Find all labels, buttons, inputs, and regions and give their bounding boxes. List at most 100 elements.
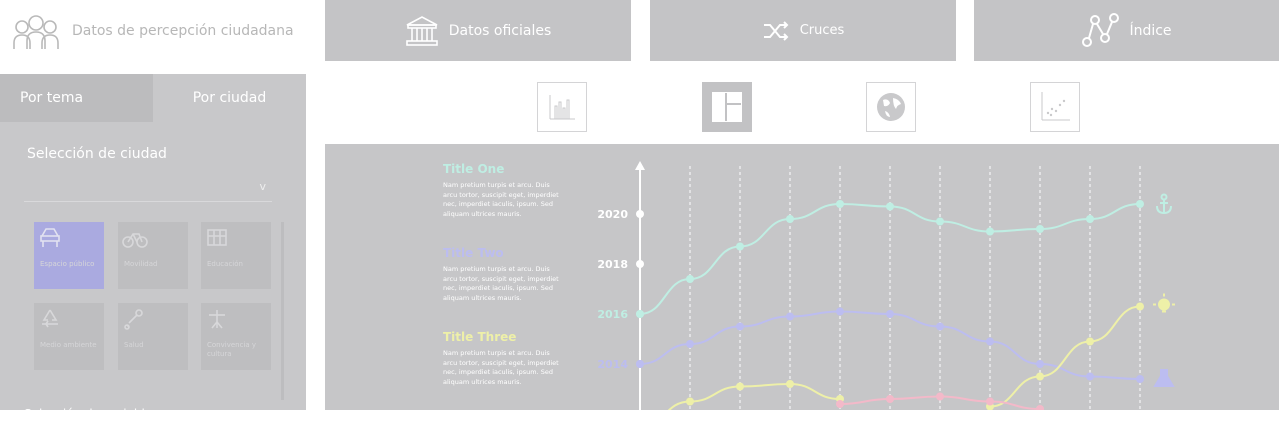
shuffle-icon [763, 20, 789, 41]
data-point [1086, 215, 1094, 223]
data-point [786, 312, 794, 321]
tile-convivencia[interactable]: Convivencia y cultura [201, 303, 271, 370]
data-point [686, 275, 694, 283]
info-text: Nam pretium turpis et arcu. Duis arcu to… [443, 349, 559, 386]
data-point [1036, 225, 1044, 233]
data-point [736, 322, 744, 331]
graph-nodes-icon [1082, 12, 1120, 47]
view-map-button[interactable] [866, 82, 916, 132]
city-select[interactable]: v [24, 172, 272, 202]
sidebar-scrollbar[interactable] [281, 222, 284, 400]
people-icon [209, 310, 225, 329]
nav-tab-cruces[interactable]: Cruces [650, 0, 956, 61]
layout-icon [712, 92, 742, 122]
tab-por-tema[interactable]: Por tema [0, 74, 153, 122]
data-point [936, 392, 944, 401]
data-point [686, 397, 694, 406]
people-icon [13, 15, 59, 49]
nav-tab-datos-oficiales[interactable]: Datos oficiales [325, 0, 631, 61]
line-chart: 2020 2018 2016 2014 [597, 161, 1175, 410]
info-block: Title Two Nam pretium turpis et arcu. Du… [443, 246, 563, 303]
view-scatter-button[interactable] [1030, 82, 1080, 132]
info-title: Title One [443, 162, 505, 176]
series-line [989, 305, 1141, 408]
data-point [636, 360, 644, 368]
globe-icon [877, 93, 905, 121]
info-block: Title Three Nam pretium turpis et arcu. … [443, 330, 563, 387]
data-point [986, 397, 994, 406]
info-text: Nam pretium turpis et arcu. Duis arcu to… [443, 265, 559, 302]
tile-salud[interactable]: Salud [118, 303, 188, 370]
data-point [986, 337, 994, 346]
data-point [936, 217, 944, 226]
tile-educacion[interactable]: Educación [201, 222, 271, 289]
recycle-icon [42, 309, 58, 328]
info-title: Title Two [443, 246, 504, 260]
data-point [786, 215, 794, 223]
view-layout-button[interactable] [702, 82, 752, 132]
info-title: Title Three [443, 330, 517, 344]
data-point [886, 395, 894, 403]
data-point [886, 310, 894, 318]
data-point [1086, 337, 1094, 346]
tile-label: Salud [124, 341, 144, 349]
data-point [636, 310, 644, 318]
chevron-down-icon: v [259, 180, 266, 193]
y-axis-arrow [635, 161, 645, 170]
data-point [836, 307, 844, 316]
view-bar-chart-button[interactable] [537, 82, 587, 132]
bench-icon [40, 228, 60, 247]
series-line [639, 310, 1141, 380]
data-point [836, 200, 844, 208]
nav-tab-label: Índice [1129, 22, 1172, 39]
data-point [936, 322, 944, 331]
tile-medio-ambiente[interactable]: Medio ambiente [34, 303, 104, 370]
section-title: Selección de ciudad [27, 146, 167, 162]
series-line [639, 202, 1141, 315]
stethoscope-icon [124, 309, 143, 330]
y-tick-dot [636, 210, 644, 218]
sidebar-tabs: Por tema Por ciudad [0, 74, 306, 122]
tile-label: Convivencia y cultura [207, 341, 257, 358]
tab-por-ciudad[interactable]: Por ciudad [192, 90, 267, 106]
y-tick-label: 2018 [597, 258, 628, 271]
y-tick-dot [636, 260, 644, 268]
data-point [1136, 302, 1144, 311]
main-chart-panel: Title One Nam pretium turpis et arcu. Du… [325, 144, 1279, 410]
data-point [836, 400, 844, 408]
building-icon [405, 15, 438, 46]
tile-label: Medio ambiente [40, 341, 97, 349]
data-point [1136, 375, 1144, 383]
school-icon [207, 229, 227, 246]
brand-title: Datos de percepción ciudadana [72, 23, 294, 39]
info-block: Title One Nam pretium turpis et arcu. Du… [443, 162, 563, 219]
data-point [1036, 405, 1044, 410]
scatter-icon [1041, 92, 1070, 121]
nav-tab-label: Cruces [799, 23, 845, 38]
data-point [986, 227, 994, 236]
sidebar: Por tema Por ciudad Selección de ciudad … [0, 74, 306, 421]
data-point [686, 340, 694, 348]
data-point [786, 380, 794, 388]
bar-chart-icon [549, 95, 575, 120]
nav-tab-indice[interactable]: Índice [974, 0, 1279, 61]
tile-label: Educación [207, 260, 243, 268]
y-tick-label: 2016 [597, 308, 628, 321]
tile-movilidad[interactable]: Movilidad [118, 222, 188, 289]
y-tick-label: 2020 [597, 208, 628, 221]
anchor-icon [1156, 193, 1172, 215]
data-point [1036, 360, 1044, 368]
data-point [886, 202, 894, 211]
data-point [1036, 372, 1044, 381]
data-point [1086, 372, 1094, 381]
bike-icon [122, 233, 148, 248]
info-text: Nam pretium turpis et arcu. Duis arcu to… [443, 181, 559, 218]
data-point [736, 242, 744, 251]
brand[interactable]: Datos de percepción ciudadana [0, 0, 320, 62]
variables-title: Selección de variables [24, 407, 159, 421]
data-point [736, 382, 744, 391]
tile-espacio-publico[interactable]: Espacio público [34, 222, 104, 289]
y-tick-label: 2014 [597, 358, 628, 371]
bulb-icon [1153, 293, 1175, 313]
data-point [1136, 200, 1144, 208]
